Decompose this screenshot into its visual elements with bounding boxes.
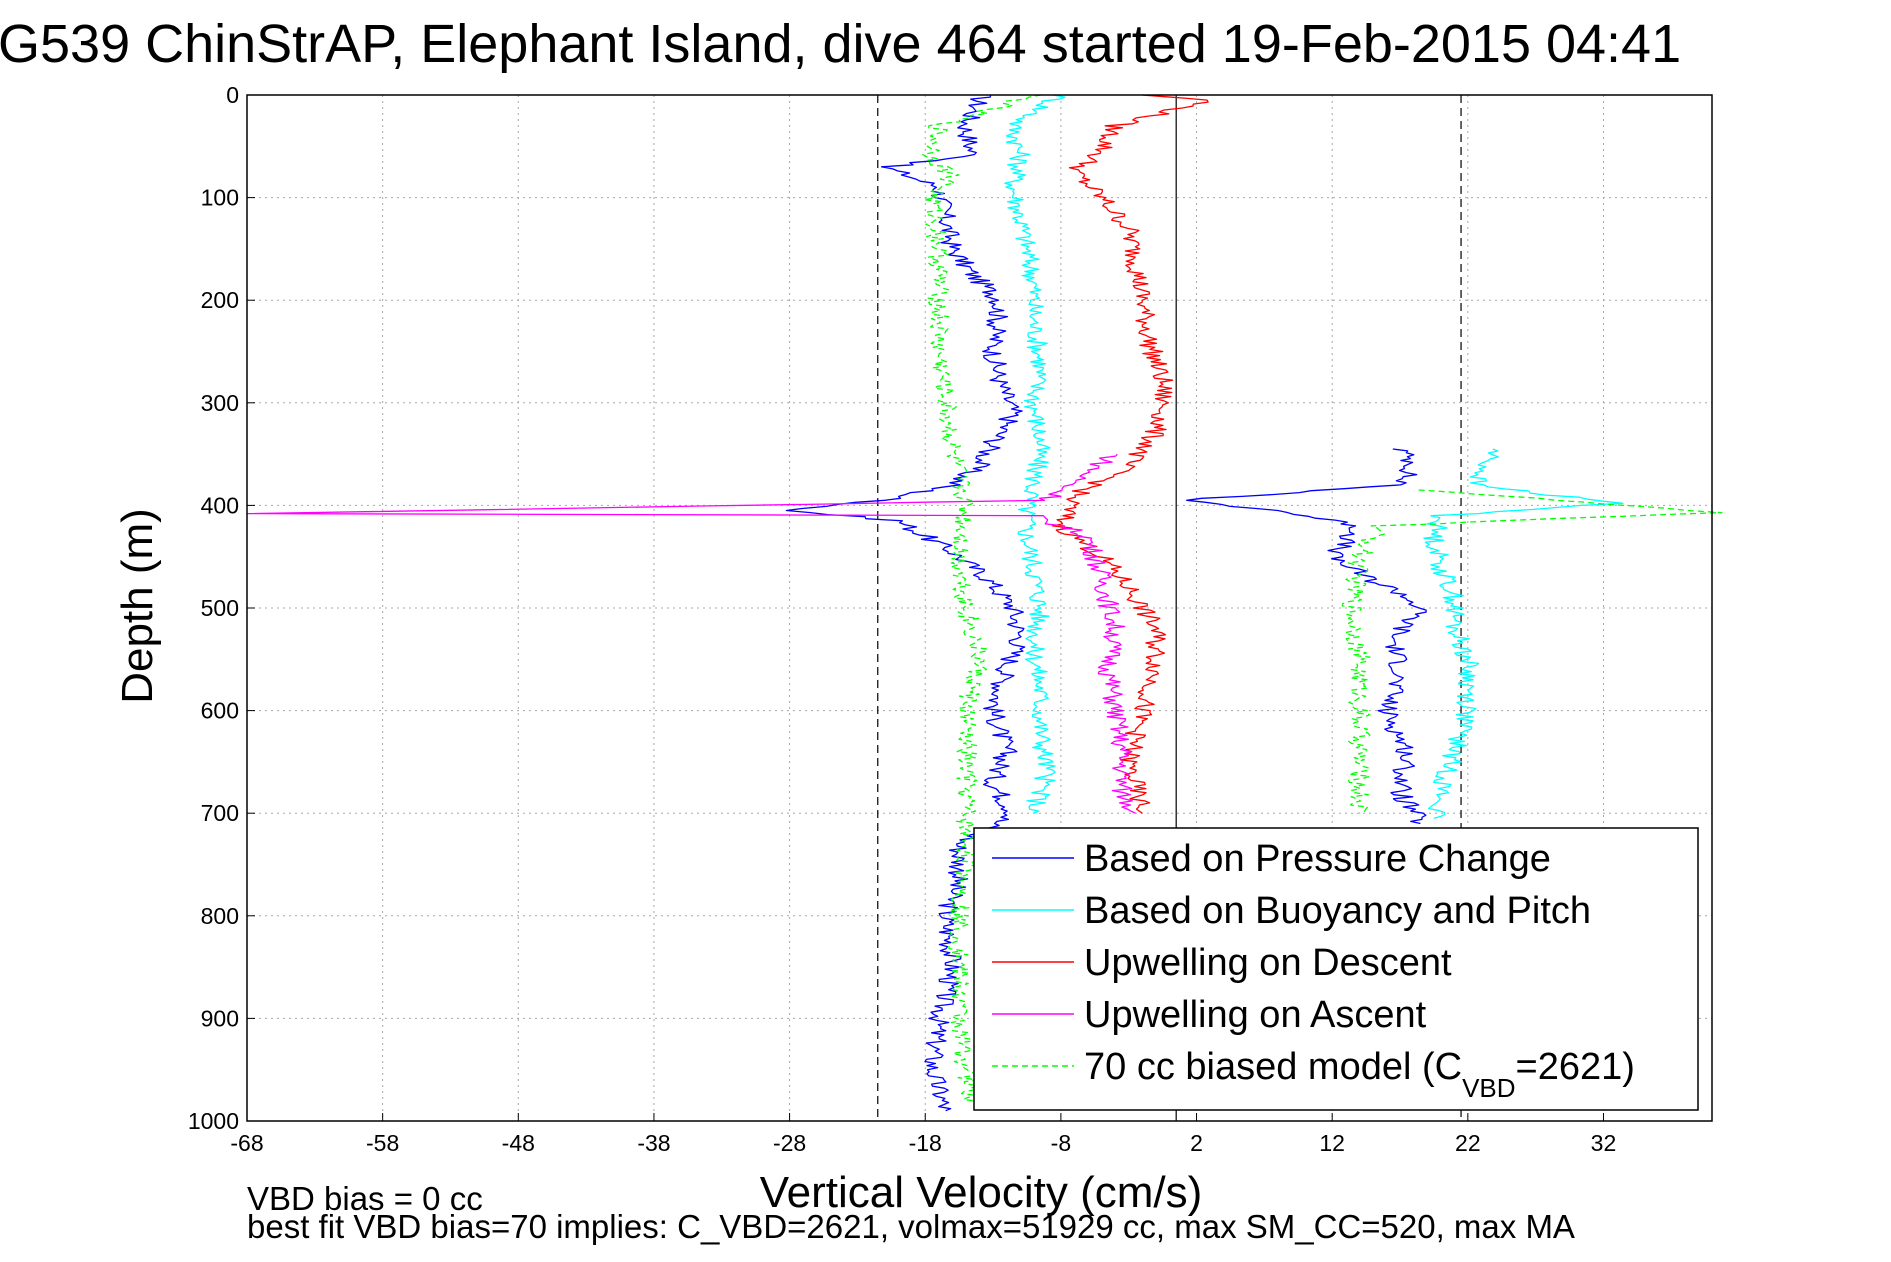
y-tick-label: 1000 xyxy=(188,1108,239,1134)
x-tick-label: -48 xyxy=(502,1130,535,1156)
x-tick-label: -8 xyxy=(1051,1130,1071,1156)
series-line xyxy=(246,453,1136,814)
x-tick-label: -58 xyxy=(366,1130,399,1156)
x-tick-label: 22 xyxy=(1455,1130,1481,1156)
x-tick-label: 12 xyxy=(1319,1130,1345,1156)
x-tick-label: -68 xyxy=(230,1130,263,1156)
series-line xyxy=(1423,448,1624,819)
y-tick-label: 500 xyxy=(201,595,239,621)
y-tick-label: 200 xyxy=(201,287,239,313)
series-line xyxy=(1186,448,1427,825)
y-tick-label: 800 xyxy=(201,903,239,929)
legend-label: 70 cc biased model (CVBD=2621) xyxy=(1084,1046,1635,1103)
legend-label: Upwelling on Ascent xyxy=(1084,994,1427,1036)
chart-title: G539 ChinStrAP, Elephant Island, dive 46… xyxy=(0,14,1681,74)
chart-axes: -68 -58 -48 -38 -28 -18 -8 2 12 22 32 0 100 200 300 400… xyxy=(188,82,1723,1156)
x-axis-label: Vertical Velocity (cm/s) xyxy=(760,1168,1203,1217)
x-tick-label: -38 xyxy=(637,1130,670,1156)
series-line xyxy=(1051,94,1209,814)
y-tick-label: 300 xyxy=(201,390,239,416)
legend-label: Based on Buoyancy and Pitch xyxy=(1084,890,1591,932)
series-line xyxy=(785,94,1026,1112)
y-tick-label: 700 xyxy=(201,800,239,826)
y-tick-label: 100 xyxy=(201,185,239,211)
x-tick-label: -18 xyxy=(909,1130,942,1156)
legend-box xyxy=(973,827,1699,1111)
legend-label: Based on Pressure Change xyxy=(1084,838,1551,880)
x-tick-label: 32 xyxy=(1591,1130,1617,1156)
legend-label: Upwelling on Descent xyxy=(1084,942,1452,984)
y-axis-label: Depth (m) xyxy=(113,508,162,704)
y-tick-label: 900 xyxy=(201,1005,239,1031)
best-fit-note: best fit VBD bias=70 implies: C_VBD=2621… xyxy=(247,1208,1575,1245)
series-line xyxy=(1341,489,1723,814)
x-tick-label: -28 xyxy=(773,1130,806,1156)
axes-frame xyxy=(246,94,1713,1122)
series-line xyxy=(922,94,1042,1107)
y-tick-label: 0 xyxy=(226,82,239,108)
vbd-bias-note: VBD bias = 0 cc xyxy=(247,1180,483,1217)
x-tick-label: 2 xyxy=(1190,1130,1203,1156)
series-line xyxy=(1004,94,1066,814)
y-tick-label: 600 xyxy=(201,698,239,724)
y-tick-label: 400 xyxy=(201,492,239,518)
